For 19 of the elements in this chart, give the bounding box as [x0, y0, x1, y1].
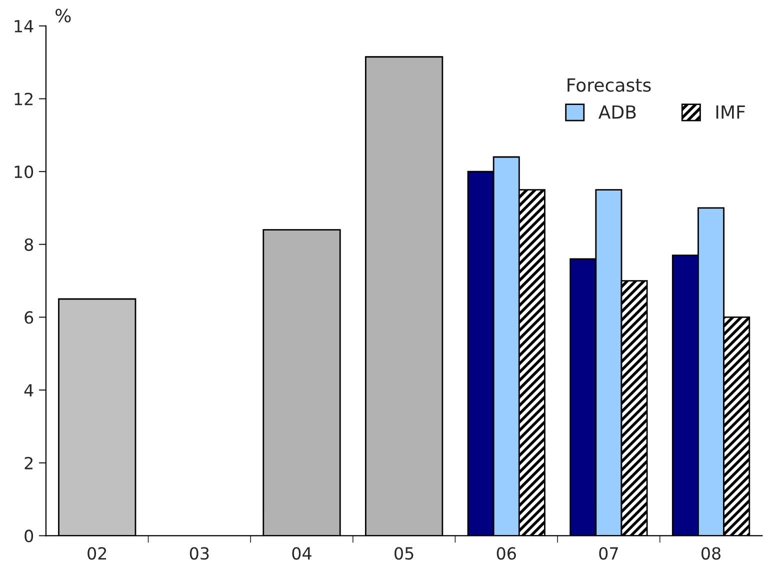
y-tick-label: 6	[24, 311, 34, 324]
legend-label: ADB	[598, 105, 636, 119]
x-tick-label: 07	[599, 547, 618, 560]
y-tick-label: 4	[24, 384, 34, 396]
x-tick-label: 08	[702, 547, 720, 560]
y-tick-label: 0	[24, 530, 34, 542]
y-tick-label: 2	[24, 456, 32, 470]
y-tick-label: 10	[14, 166, 34, 178]
x-tick-label: 02	[88, 547, 106, 560]
legend-label: IMF	[716, 105, 745, 119]
x-tick-label: 04	[292, 547, 312, 560]
y-axis-title: %	[56, 8, 71, 22]
legend-title: Forecasts	[568, 78, 651, 92]
y-tick-label: 8	[24, 238, 34, 251]
x-tick-label: 05	[394, 547, 414, 560]
x-tick-label: 06	[496, 547, 516, 560]
x-tick-label: 03	[190, 547, 209, 560]
y-tick-label: 12	[14, 92, 32, 106]
y-tick-label: 14	[14, 20, 34, 32]
